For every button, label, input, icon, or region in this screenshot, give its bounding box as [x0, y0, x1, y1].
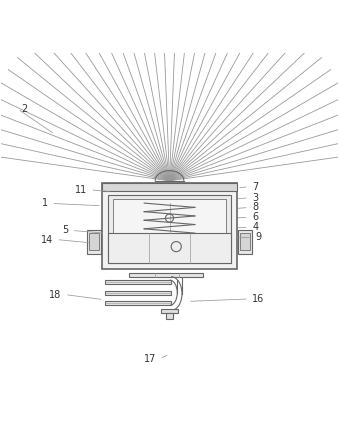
Bar [89, 233, 99, 250]
Bar [105, 290, 171, 295]
Text: 2: 2 [21, 104, 27, 114]
Bar [238, 230, 252, 254]
Bar [113, 199, 226, 258]
Bar [105, 301, 171, 305]
Text: 18: 18 [49, 289, 61, 300]
Text: 17: 17 [144, 354, 156, 364]
Text: 1: 1 [42, 198, 48, 208]
Bar [161, 309, 178, 313]
Text: 11: 11 [75, 185, 87, 195]
Bar [108, 195, 231, 263]
Text: 4: 4 [252, 222, 258, 232]
Bar [240, 233, 250, 250]
Text: 16: 16 [252, 294, 264, 304]
Text: 3: 3 [252, 193, 258, 203]
Bar [102, 183, 237, 190]
Bar [129, 273, 203, 277]
Bar [166, 313, 173, 319]
Text: 14: 14 [41, 234, 53, 245]
Bar [102, 183, 237, 269]
Bar [105, 280, 171, 285]
Text: 7: 7 [252, 182, 258, 191]
Bar [87, 230, 101, 254]
Bar [108, 233, 231, 263]
Text: 8: 8 [252, 202, 258, 213]
Text: 9: 9 [256, 232, 262, 242]
Text: 6: 6 [252, 212, 258, 222]
Text: 5: 5 [62, 226, 68, 235]
